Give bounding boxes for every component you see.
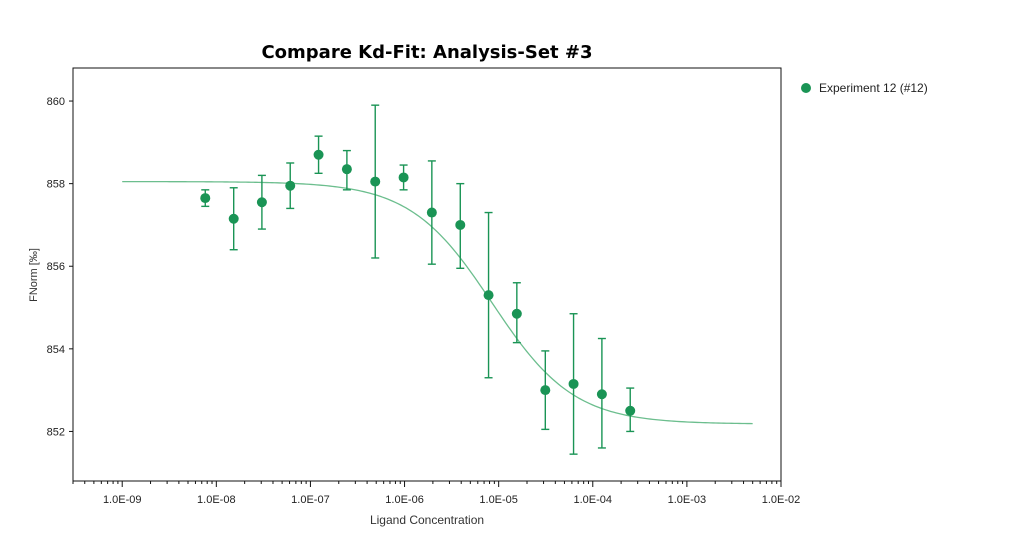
data-point — [455, 219, 466, 230]
x-tick-label: 1.0E-06 — [385, 494, 424, 506]
data-point — [285, 180, 296, 191]
data-point — [568, 378, 579, 389]
data-point — [625, 405, 636, 416]
legend: Experiment 12 (#12) — [801, 81, 928, 95]
data-point — [341, 164, 352, 175]
fit-curve — [122, 180, 753, 425]
legend-label-experiment-12: Experiment 12 (#12) — [819, 81, 928, 95]
x-tick-label: 1.0E-09 — [103, 494, 142, 506]
data-point — [200, 193, 211, 204]
y-tick-label: 858 — [47, 179, 65, 191]
y-axis-label: FNorm [‰] — [28, 248, 40, 302]
data-point — [228, 213, 239, 224]
data-point — [596, 389, 607, 400]
y-axis: 852 854 856 858 860 — [47, 96, 73, 438]
data-point — [370, 176, 381, 187]
data-points-layer — [200, 149, 636, 416]
data-point — [426, 207, 437, 218]
y-tick-label: 852 — [47, 426, 65, 438]
x-tick-label: 1.0E-07 — [291, 494, 330, 506]
plot-area-frame — [72, 67, 782, 482]
y-tick-label: 854 — [47, 344, 65, 356]
y-tick-label: 856 — [47, 261, 65, 273]
data-point — [511, 308, 522, 319]
x-axis-label: Ligand Concentration — [370, 513, 484, 527]
data-point — [256, 197, 267, 208]
data-point — [398, 172, 409, 183]
data-point — [540, 385, 551, 396]
data-point — [313, 149, 324, 160]
x-tick-label: 1.0E-08 — [197, 494, 236, 506]
x-tick-label: 1.0E-03 — [668, 494, 707, 506]
x-tick-label: 1.0E-02 — [762, 494, 801, 506]
chart-title: Compare Kd-Fit: Analysis-Set #3 — [261, 42, 592, 63]
x-tick-label: 1.0E-05 — [479, 494, 518, 506]
x-tick-label: 1.0E-04 — [574, 494, 613, 506]
x-axis: 1.0E-09 1.0E-08 1.0E-07 1.0E-06 1.0E-05 1.0E-… — [72, 481, 801, 506]
y-tick-label: 860 — [47, 96, 65, 108]
fit-curve-layer — [122, 180, 753, 425]
data-point — [483, 290, 494, 301]
legend-marker — [801, 83, 811, 93]
